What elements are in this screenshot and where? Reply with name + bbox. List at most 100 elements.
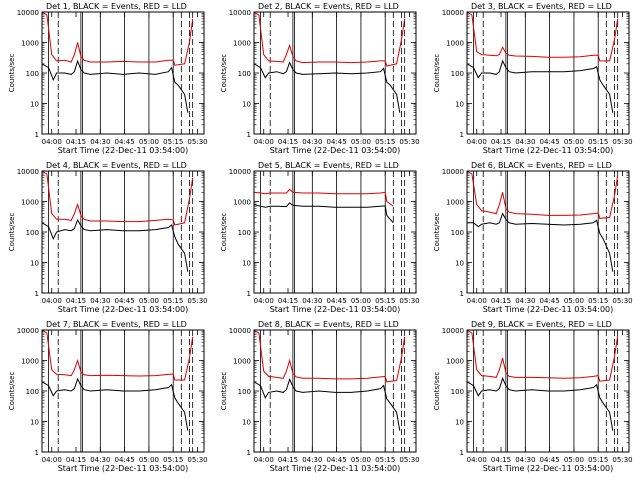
x-axis-label: Start Time (22-Dec-11 03:54:00)	[483, 305, 614, 314]
x-tick-label: 05:00	[351, 138, 371, 146]
plot-title: Det 3, BLACK = Events, RED = LLD	[471, 2, 612, 11]
x-axis-label: Start Time (22-Dec-11 03:54:00)	[270, 305, 401, 314]
x-tick-label: 04:00	[467, 456, 487, 464]
x-tick-label: 04:45	[327, 456, 347, 464]
y-tick-label: 10	[455, 260, 464, 268]
y-axis-label: Counts/sec	[220, 372, 228, 411]
y-tick-label: 10	[30, 260, 39, 268]
lld-series-line	[253, 188, 394, 207]
x-tick-label: 04:30	[90, 138, 110, 146]
x-tick-label: 05:15	[375, 456, 395, 464]
x-axis-label: Start Time (22-Dec-11 03:54:00)	[270, 146, 401, 155]
lld-series-line	[253, 329, 406, 383]
y-tick-label: 10	[455, 419, 464, 427]
x-tick-label: 04:45	[540, 456, 560, 464]
x-tick-label: 05:00	[351, 456, 371, 464]
y-axis-label: Counts/sec	[220, 213, 228, 252]
x-tick-label: 04:30	[515, 297, 535, 305]
y-tick-label: 1000	[446, 358, 464, 366]
x-tick-label: 04:15	[278, 138, 298, 146]
y-tick-label: 1	[247, 131, 251, 139]
y-tick-label: 1000	[233, 358, 251, 366]
x-tick-label: 04:15	[491, 456, 511, 464]
x-tick-label: 05:00	[564, 297, 584, 305]
plot-title: Det 2, BLACK = Events, RED = LLD	[258, 2, 399, 11]
x-tick-label: 04:30	[302, 138, 322, 146]
y-tick-label: 10000	[17, 168, 39, 176]
x-tick-label: 05:30	[612, 138, 632, 146]
x-tick-label: 05:15	[163, 297, 183, 305]
y-tick-label: 1	[460, 290, 464, 298]
x-tick-label: 04:30	[515, 456, 535, 464]
y-axis-label: Counts/sec	[433, 372, 441, 411]
x-axis-label: Start Time (22-Dec-11 03:54:00)	[483, 146, 614, 155]
x-tick-label: 04:00	[467, 138, 487, 146]
y-tick-label: 1000	[233, 199, 251, 207]
y-tick-label: 10	[30, 101, 39, 109]
x-tick-label: 04:45	[115, 297, 135, 305]
x-tick-label: 05:15	[375, 138, 395, 146]
x-tick-label: 05:00	[139, 456, 159, 464]
x-tick-label: 04:30	[90, 456, 110, 464]
y-tick-label: 10000	[442, 168, 464, 176]
plot-title: Det 4, BLACK = Events, RED = LLD	[46, 161, 187, 170]
x-tick-label: 04:15	[66, 297, 86, 305]
lld-series-line	[41, 170, 194, 226]
lld-series-line	[466, 170, 619, 219]
x-tick-label: 04:00	[254, 456, 274, 464]
plot-title: Det 8, BLACK = Events, RED = LLD	[258, 320, 399, 329]
lld-series-line	[41, 329, 194, 381]
y-tick-label: 1	[460, 131, 464, 139]
y-axis-label: Counts/sec	[433, 54, 441, 93]
x-tick-label: 05:30	[612, 297, 632, 305]
plot-title: Det 6, BLACK = Events, RED = LLD	[471, 161, 612, 170]
y-tick-label: 100	[451, 388, 464, 396]
x-tick-label: 05:30	[399, 456, 419, 464]
plot-panel-5: Det 5, BLACK = Events, RED = LLD Counts/s…	[220, 161, 420, 314]
x-tick-label: 04:15	[491, 297, 511, 305]
plot-frame	[253, 170, 417, 294]
y-tick-label: 1000	[21, 358, 39, 366]
plot-frame	[466, 170, 630, 294]
y-tick-label: 100	[451, 70, 464, 78]
plot-panel-6: Det 6, BLACK = Events, RED = LLD Counts/s…	[433, 161, 633, 314]
y-tick-label: 10000	[17, 327, 39, 335]
y-tick-label: 10	[30, 419, 39, 427]
x-tick-label: 04:45	[327, 297, 347, 305]
plot-title: Det 9, BLACK = Events, RED = LLD	[471, 320, 612, 329]
y-tick-label: 10	[242, 101, 251, 109]
events-series-line	[41, 377, 189, 431]
lld-series-line	[466, 329, 619, 382]
y-tick-label: 1000	[233, 40, 251, 48]
plot-frame	[466, 11, 630, 135]
x-tick-label: 05:30	[612, 456, 632, 464]
events-series-line	[253, 202, 394, 224]
x-tick-label: 04:45	[540, 297, 560, 305]
plot-title: Det 5, BLACK = Events, RED = LLD	[258, 161, 399, 170]
x-tick-label: 04:45	[115, 138, 135, 146]
x-tick-label: 04:00	[254, 297, 274, 305]
x-tick-label: 05:15	[163, 138, 183, 146]
plot-panel-2: Det 2, BLACK = Events, RED = LLD Counts/s…	[220, 2, 420, 155]
x-tick-label: 05:00	[564, 138, 584, 146]
plot-panel-3: Det 3, BLACK = Events, RED = LLD Counts/s…	[433, 2, 633, 155]
plot-panel-8: Det 8, BLACK = Events, RED = LLD Counts/s…	[220, 320, 420, 473]
y-tick-label: 100	[238, 229, 251, 237]
x-tick-label: 05:30	[187, 138, 207, 146]
x-tick-label: 04:45	[115, 456, 135, 464]
x-axis-label: Start Time (22-Dec-11 03:54:00)	[58, 305, 189, 314]
x-tick-label: 04:45	[327, 138, 347, 146]
y-axis-label: Counts/sec	[8, 372, 16, 411]
x-axis-label: Start Time (22-Dec-11 03:54:00)	[270, 464, 401, 473]
x-tick-label: 05:00	[139, 297, 159, 305]
x-tick-label: 04:15	[278, 297, 298, 305]
y-tick-label: 10000	[17, 9, 39, 17]
y-axis-label: Counts/sec	[220, 54, 228, 93]
x-tick-label: 05:00	[351, 297, 371, 305]
events-series-line	[41, 218, 189, 272]
x-axis-label: Start Time (22-Dec-11 03:54:00)	[58, 464, 189, 473]
y-tick-label: 1	[247, 449, 251, 457]
x-tick-label: 05:30	[187, 456, 207, 464]
x-tick-label: 04:00	[42, 138, 62, 146]
